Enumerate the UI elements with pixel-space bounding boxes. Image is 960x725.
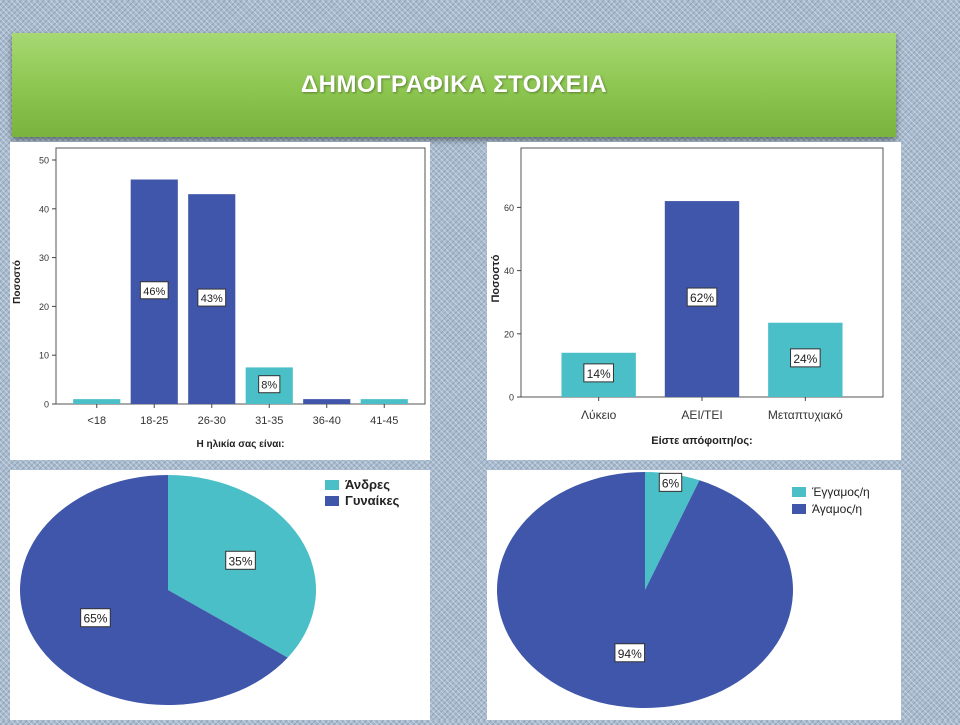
data-label-box <box>614 643 646 663</box>
data-label-box <box>197 288 227 307</box>
y-tick-label: 60 <box>504 203 514 213</box>
x-tick-label: ΑΕΙ/ΤΕΙ <box>681 408 722 422</box>
data-label: 43% <box>201 293 223 305</box>
data-label-box <box>790 348 821 368</box>
x-axis-label: Η ηλικία σας είναι: <box>196 439 284 450</box>
legend-label: Άνδρες <box>345 477 390 492</box>
marital-pie-chart: 6% 94% Έγγαμος/η Άγαμος/η <box>497 472 870 708</box>
data-label-box <box>583 363 614 383</box>
y-axis-label: Ποσοστό <box>490 254 502 302</box>
data-label-box <box>80 608 111 628</box>
data-label: 94% <box>618 647 642 661</box>
bar <box>360 399 408 404</box>
gender-chart-panel: 35% 65% Άνδρες Γυναίκες <box>10 470 430 720</box>
page-title: ΔΗΜΟΓΡΑΦΙΚΑ ΣΤΟΙΧΕΙΑ <box>300 71 608 98</box>
y-tick-label: 20 <box>39 302 49 312</box>
data-label-box <box>258 375 281 394</box>
legend-swatch <box>325 496 339 506</box>
y-tick-label: 40 <box>504 266 514 276</box>
data-label-box <box>686 287 718 307</box>
x-tick-label: 18-25 <box>140 415 168 427</box>
education-bar-chart: 0 20 40 60 Λύκειο 14% ΑΕΙ/ΤΕΙ 62% Μεταπτυχιακό 24… <box>490 147 884 447</box>
education-chart-panel: 0 20 40 60 Λύκειο 14% ΑΕΙ/ΤΕΙ 62% Μεταπτυχιακό 24… <box>487 142 901 460</box>
legend-swatch <box>792 487 806 497</box>
plot-frame <box>55 147 426 405</box>
x-tick-label: <18 <box>87 415 106 427</box>
data-label: 62% <box>690 291 714 305</box>
data-label: 8% <box>261 380 277 392</box>
data-label-box <box>139 281 169 300</box>
legend-label: Έγγαμος/η <box>811 485 870 499</box>
y-tick-label: 30 <box>39 253 49 263</box>
data-label-box <box>658 472 683 492</box>
x-tick-label: Μεταπτυχιακό <box>768 408 843 422</box>
x-tick-label: 31-35 <box>255 415 283 427</box>
pie-slice <box>645 472 700 590</box>
legend-label: Άγαμος/η <box>812 502 862 516</box>
data-label: 46% <box>143 286 165 298</box>
legend-swatch <box>325 480 339 490</box>
data-label: 65% <box>83 612 107 626</box>
y-axis-label: Ποσοστό <box>12 260 23 304</box>
title-banner: ΔΗΜΟΓΡΑΦΙΚΑ ΣΤΟΙΧΕΙΑ <box>12 33 896 137</box>
data-label: 6% <box>662 476 680 490</box>
x-tick-label: 26-30 <box>198 415 226 427</box>
pie-slice <box>20 475 288 705</box>
y-tick-label: 0 <box>509 393 514 403</box>
bar <box>73 399 121 404</box>
x-tick-label: 36-40 <box>313 415 341 427</box>
data-label: 24% <box>793 352 817 366</box>
marital-chart-panel: 6% 94% Έγγαμος/η Άγαμος/η <box>487 470 901 720</box>
age-chart-panel: 0 10 20 30 40 50 <18 18-25 46% 26-30 43% 31-35 8% 36-… <box>10 142 430 460</box>
legend-label: Γυναίκες <box>345 493 400 508</box>
x-tick-label: 41-45 <box>370 415 398 427</box>
x-axis-label: Είστε απόφοιτη/ος: <box>651 435 752 447</box>
x-tick-label: Λύκειο <box>581 408 617 422</box>
age-bar-chart: 0 10 20 30 40 50 <18 18-25 46% 26-30 43% 31-35 8% 36-… <box>12 147 426 450</box>
data-label: 35% <box>229 554 253 568</box>
y-tick-label: 10 <box>39 351 49 361</box>
data-label-box <box>225 550 256 570</box>
pie-slice <box>497 472 793 708</box>
y-tick-label: 20 <box>504 329 514 339</box>
y-tick-label: 50 <box>39 156 49 166</box>
bar <box>303 399 351 404</box>
data-label: 14% <box>587 367 611 381</box>
y-tick-label: 0 <box>44 400 49 410</box>
legend-swatch <box>792 504 806 514</box>
y-tick-label: 40 <box>39 204 49 214</box>
